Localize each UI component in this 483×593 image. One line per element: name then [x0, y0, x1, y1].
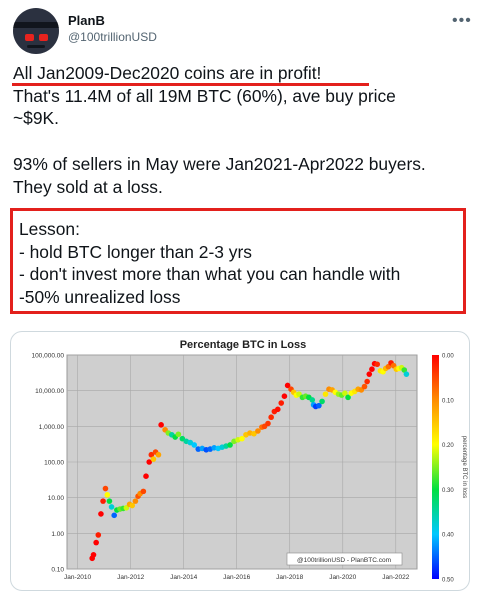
- y-tick-label: 100,000.00: [31, 353, 64, 360]
- data-point: [148, 451, 155, 458]
- colorbar-tick-label: 0.10: [442, 398, 454, 404]
- x-tick-label: Jan-2010: [64, 574, 91, 581]
- data-point: [191, 442, 198, 448]
- robot-avatar-band: [13, 22, 59, 28]
- x-tick-label: Jan-2014: [170, 574, 197, 581]
- headline-underline: [12, 83, 369, 86]
- data-point: [374, 361, 381, 368]
- x-tick-label: Jan-2020: [329, 574, 356, 581]
- colorbar: [432, 355, 439, 579]
- colorbar-tick-label: 0.00: [442, 354, 454, 360]
- data-point: [268, 414, 274, 421]
- data-point: [108, 504, 115, 510]
- colorbar-tick-label: 0.30: [442, 488, 454, 494]
- tweet-text: All Jan2009-Dec2020 coins are in profit!…: [13, 62, 475, 198]
- x-axis: Jan-2010 Jan-2012 Jan-2014 Jan-2016 Jan-2018…: [64, 574, 410, 581]
- data-point: [111, 512, 117, 519]
- chart-watermark: @100trillionUSD - PlanBTC.com: [297, 557, 391, 564]
- data-point: [345, 394, 351, 401]
- robot-avatar-mouth: [27, 45, 45, 48]
- x-tick-label: Jan-2018: [276, 574, 303, 581]
- data-point: [265, 420, 271, 427]
- data-point: [132, 498, 139, 504]
- data-point: [284, 382, 291, 389]
- x-tick-label: Jan-2016: [223, 574, 250, 581]
- data-point: [251, 430, 257, 437]
- y-tick-label: 100.00: [44, 460, 64, 467]
- watermark-box: @100trillionUSD - PlanBTC.com: [286, 552, 403, 566]
- data-point: [255, 428, 261, 434]
- data-point: [90, 552, 97, 558]
- data-point: [155, 451, 162, 458]
- x-tick-label: Jan-2012: [117, 574, 144, 581]
- y-tick-label: 1.00: [51, 531, 64, 538]
- data-point: [143, 473, 149, 479]
- data-point: [342, 390, 348, 396]
- colorbar-label: percentage BTC in loss: [461, 436, 467, 498]
- data-point: [93, 539, 99, 546]
- data-point: [278, 400, 285, 406]
- data-point: [309, 397, 316, 403]
- data-point: [369, 366, 375, 372]
- data-point: [179, 435, 186, 442]
- x-tick-label: Jan-2022: [382, 574, 409, 581]
- btc-loss-chart: Percentage BTC in Loss 0.10 1.00 10.00 100.…: [31, 339, 467, 584]
- y-tick-label: 0.10: [51, 567, 64, 574]
- data-point: [140, 488, 147, 495]
- y-axis: 0.10 1.00 10.00 100.00 1,000.00 10,000.00 100,…: [31, 353, 64, 574]
- data-point: [322, 391, 329, 397]
- avatar[interactable]: [13, 8, 59, 54]
- data-point: [158, 422, 164, 428]
- data-point: [281, 393, 288, 399]
- data-point: [227, 442, 233, 448]
- colorbar-tick-label: 0.50: [442, 578, 454, 584]
- colorbar-tick-label: 0.20: [442, 443, 454, 449]
- data-point: [366, 371, 373, 377]
- tweet-headline: All Jan2009-Dec2020 coins are in profit!: [13, 63, 322, 83]
- more-options-icon[interactable]: •••: [452, 12, 472, 29]
- y-tick-label: 10,000.00: [35, 388, 64, 395]
- data-point: [239, 435, 245, 442]
- data-point: [316, 402, 322, 409]
- robot-avatar-right-eye: [39, 34, 48, 41]
- lesson-box: Lesson: - hold BTC longer than 2-3 yrs -…: [10, 208, 466, 314]
- data-point: [150, 456, 157, 462]
- data-point: [98, 511, 104, 517]
- data-point: [102, 485, 109, 492]
- data-point: [319, 398, 325, 405]
- y-tick-label: 10.00: [48, 495, 65, 502]
- data-point: [403, 371, 410, 377]
- tweet-media-chart[interactable]: Percentage BTC in Loss 0.10 1.00 10.00 100.…: [10, 331, 470, 591]
- data-point: [129, 502, 136, 509]
- display-name[interactable]: PlanB: [68, 13, 105, 28]
- data-point: [364, 378, 370, 385]
- user-handle[interactable]: @100trillionUSD: [68, 30, 157, 44]
- colorbar-ticks: 0.00 0.10 0.20 0.30 0.40 0.50: [442, 354, 454, 584]
- data-point: [95, 532, 102, 538]
- robot-avatar-left-eye: [25, 34, 34, 41]
- data-point: [274, 406, 281, 413]
- chart-title: Percentage BTC in Loss: [180, 339, 307, 351]
- tweet-body: That's 11.4M of all 19M BTC (60%), ave b…: [13, 85, 426, 197]
- data-points: [89, 360, 410, 562]
- colorbar-tick-label: 0.40: [442, 533, 454, 539]
- y-tick-label: 1,000.00: [39, 424, 65, 431]
- data-point: [104, 492, 111, 498]
- data-point: [175, 431, 182, 438]
- data-point: [146, 459, 152, 465]
- data-point: [106, 498, 113, 504]
- data-point: [401, 367, 408, 373]
- data-point: [100, 498, 106, 504]
- data-point: [361, 383, 368, 390]
